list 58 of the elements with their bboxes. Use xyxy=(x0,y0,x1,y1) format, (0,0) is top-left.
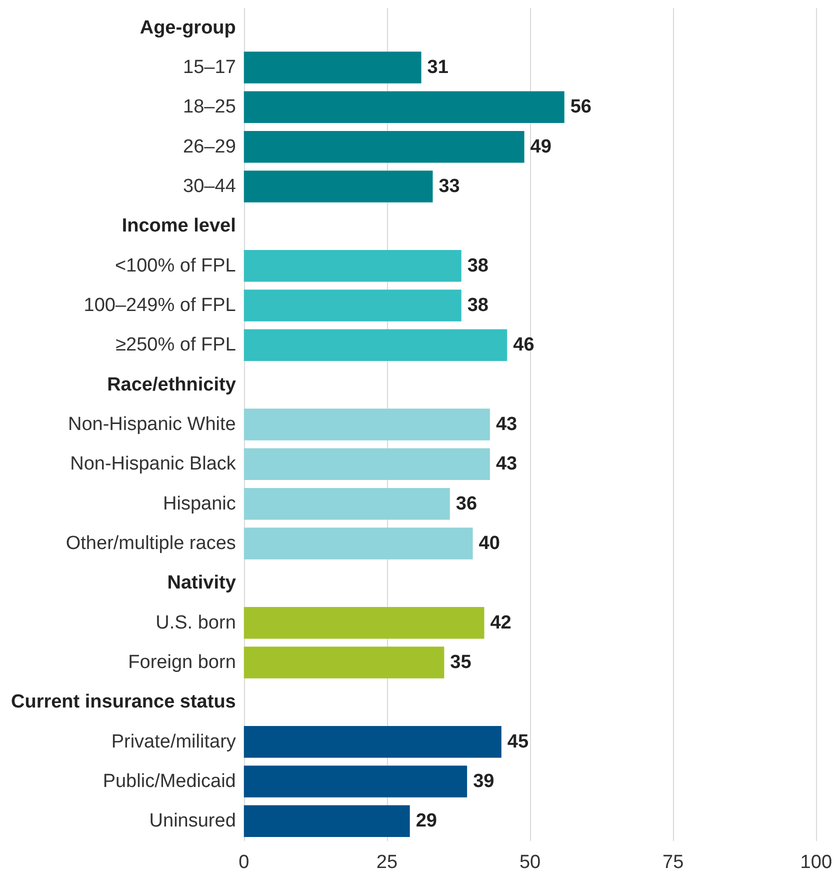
bar xyxy=(244,448,490,480)
y-tick-label: 15–17 xyxy=(183,57,236,78)
bar xyxy=(244,91,564,124)
bar xyxy=(244,606,484,639)
y-tick-label: Income level xyxy=(122,216,236,237)
y-tick-label: <100% of FPL xyxy=(114,255,236,276)
y-tick-label: Other/multiple races xyxy=(66,533,236,554)
data-label: 33 xyxy=(438,176,460,197)
x-tick-label: 100 xyxy=(800,852,832,873)
bar xyxy=(244,329,508,362)
data-label: 38 xyxy=(467,295,488,316)
bar xyxy=(244,52,422,84)
bar xyxy=(244,805,410,838)
data-label: 35 xyxy=(450,652,472,673)
bar xyxy=(244,766,468,798)
data-label: 29 xyxy=(416,810,437,832)
bar xyxy=(244,726,502,758)
y-tick-label: 100–249% of FPL xyxy=(84,295,236,316)
y-tick-label: Public/Medicaid xyxy=(102,771,236,792)
data-label: 36 xyxy=(456,493,478,514)
bar xyxy=(244,130,524,163)
y-tick-label: 26–29 xyxy=(183,136,236,158)
y-tick-label: Non-Hispanic White xyxy=(68,414,236,435)
data-label: 56 xyxy=(570,96,592,118)
y-tick-label: Hispanic xyxy=(163,493,236,514)
data-label: 46 xyxy=(513,334,534,356)
x-tick-label: 50 xyxy=(519,852,541,873)
data-label: 39 xyxy=(473,771,494,792)
data-label: 43 xyxy=(496,454,518,475)
y-tick-label: Race/ethnicity xyxy=(107,374,236,396)
bar xyxy=(244,528,473,560)
bar xyxy=(244,646,444,678)
y-tick-label: Age-group xyxy=(140,17,236,38)
bar xyxy=(244,488,450,520)
y-tick-label: Uninsured xyxy=(149,810,236,832)
bar xyxy=(244,290,462,322)
y-tick-label: Foreign born xyxy=(128,652,236,673)
y-tick-label: Non-Hispanic Black xyxy=(70,454,236,475)
y-tick-label: 30–44 xyxy=(183,176,236,197)
y-tick-label: ≥250% of FPL xyxy=(116,334,236,356)
bar xyxy=(244,408,490,440)
data-label: 31 xyxy=(427,57,449,78)
x-tick-label: 0 xyxy=(238,852,250,873)
bar xyxy=(244,170,433,202)
x-tick-label: 25 xyxy=(376,852,398,873)
y-tick-label: U.S. born xyxy=(156,612,236,634)
data-label: 45 xyxy=(507,731,529,752)
y-tick-label: 18–25 xyxy=(183,96,236,118)
y-tick-label: Nativity xyxy=(167,572,236,594)
data-label: 43 xyxy=(496,414,518,435)
x-tick-label: 75 xyxy=(662,852,684,873)
data-label: 49 xyxy=(530,136,552,158)
data-label: 38 xyxy=(467,255,488,276)
y-tick-label: Private/military xyxy=(111,731,236,752)
y-tick-label: Current insurance status xyxy=(10,692,236,713)
data-label: 42 xyxy=(490,612,512,634)
data-label: 40 xyxy=(478,533,500,554)
bar xyxy=(244,250,462,282)
